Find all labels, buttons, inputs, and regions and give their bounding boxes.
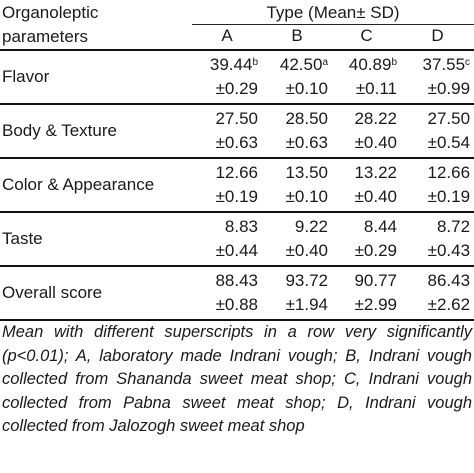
mean-cell: 28.50: [262, 104, 332, 131]
mean-value: 28.50: [285, 109, 328, 128]
row-parameter-label: Taste: [0, 212, 192, 267]
row-parameter-label: Color & Appearance: [0, 158, 192, 213]
mean-value: 88.43: [215, 271, 258, 290]
mean-value: 8.44: [363, 217, 397, 236]
mean-value: 93.72: [285, 271, 328, 290]
mean-cell: 27.50: [192, 104, 262, 131]
mean-cell: 42.50a: [262, 50, 332, 77]
table-row-sd: ±0.88 ±1.94 ±2.99 ±2.62: [0, 293, 474, 321]
sd-value: ±0.10: [262, 185, 332, 213]
table-figure: Organoleptic Type (Mean± SD) parameters …: [0, 0, 474, 435]
mean-cell: 13.22: [332, 158, 401, 185]
row-parameter-label: Flavor: [0, 50, 192, 105]
mean-cell: 8.83: [192, 212, 262, 239]
significance-superscript: c: [465, 57, 471, 68]
table-row-sd: ±0.29 ±0.10 ±0.11 ±0.99: [0, 77, 474, 105]
parameter-header-line1: Organoleptic: [2, 2, 99, 22]
mean-cell: 8.44: [332, 212, 401, 239]
table-footnote: Mean with different superscripts in a ro…: [2, 323, 472, 435]
table-row-sd: ±0.44 ±0.40 ±0.29 ±0.43: [0, 239, 474, 267]
mean-value: 90.77: [354, 271, 397, 290]
mean-cell: 12.66: [401, 158, 474, 185]
sd-value: ±2.99: [332, 293, 401, 321]
mean-value: 12.66: [427, 163, 471, 182]
sd-value: ±0.40: [262, 239, 332, 267]
sd-value: ±0.99: [401, 77, 474, 105]
row-parameter-label: Overall score: [0, 266, 192, 321]
table-row: Body & Texture 27.50 28.50 28.22 27.50: [0, 104, 474, 159]
sd-value: ±0.63: [262, 131, 332, 159]
significance-superscript: a: [322, 57, 328, 68]
mean-cell: 27.50: [401, 104, 474, 131]
mean-value: 13.50: [285, 163, 328, 182]
sd-value: ±0.10: [262, 77, 332, 105]
table-row-sd: ±0.63 ±0.63 ±0.40 ±0.54: [0, 131, 474, 159]
mean-value: 28.22: [354, 109, 397, 128]
significance-superscript: b: [391, 57, 397, 68]
mean-value: 27.50: [215, 109, 258, 128]
header-row-1: Organoleptic Type (Mean± SD): [0, 0, 474, 25]
sd-value: ±0.40: [332, 131, 401, 159]
column-header-a: A: [192, 24, 262, 51]
sd-value: ±0.88: [192, 293, 262, 321]
mean-value: 39.44: [209, 55, 253, 74]
mean-value: 37.55: [422, 55, 466, 74]
significance-superscript: b: [252, 57, 258, 68]
table-row: Taste 8.83 9.22 8.44 8.72: [0, 212, 474, 267]
mean-value: 42.50: [279, 55, 323, 74]
mean-value: 12.66: [215, 163, 258, 182]
mean-value: 13.22: [354, 163, 397, 182]
mean-value: 8.83: [224, 217, 258, 236]
column-header-b: B: [262, 24, 332, 51]
mean-value: 8.72: [436, 217, 471, 236]
mean-cell: 86.43: [401, 266, 474, 293]
mean-cell: 28.22: [332, 104, 401, 131]
sd-value: ±0.11: [332, 77, 401, 105]
sd-value: ±0.40: [332, 185, 401, 213]
sd-value: ±0.54: [401, 131, 474, 159]
mean-cell: 13.50: [262, 158, 332, 185]
column-header-c: C: [332, 24, 401, 51]
mean-value: 27.50: [427, 109, 471, 128]
sd-value: ±0.19: [401, 185, 474, 213]
mean-value: 86.43: [427, 271, 471, 290]
sd-value: ±0.29: [332, 239, 401, 267]
mean-cell: 39.44b: [192, 50, 262, 77]
mean-cell: 9.22: [262, 212, 332, 239]
mean-cell: 93.72: [262, 266, 332, 293]
table-row: Overall score 88.43 93.72 90.77 86.43: [0, 266, 474, 321]
mean-value: 9.22: [294, 217, 328, 236]
row-parameter-label: Body & Texture: [0, 104, 192, 159]
type-header: Type (Mean± SD): [192, 0, 474, 25]
table-row: Color & Appearance 12.66 13.50 13.22 12.66: [0, 158, 474, 213]
table-row: Flavor 39.44b 42.50a 40.89b 37.55c: [0, 50, 474, 105]
mean-cell: 37.55c: [401, 50, 474, 77]
sd-value: ±0.29: [192, 77, 262, 105]
sd-value: ±1.94: [262, 293, 332, 321]
header-row-2: parameters A B C D: [0, 24, 474, 51]
sd-value: ±0.63: [192, 131, 262, 159]
mean-cell: 88.43: [192, 266, 262, 293]
table-row-sd: ±0.19 ±0.10 ±0.40 ±0.19: [0, 185, 474, 213]
parameter-header-line2: parameters: [0, 24, 192, 51]
mean-cell: 90.77: [332, 266, 401, 293]
organoleptic-table: Organoleptic Type (Mean± SD) parameters …: [0, 0, 474, 321]
mean-cell: 12.66: [192, 158, 262, 185]
mean-value: 40.89: [348, 55, 392, 74]
sd-value: ±0.19: [192, 185, 262, 213]
sd-value: ±2.62: [401, 293, 474, 321]
sd-value: ±0.43: [401, 239, 474, 267]
mean-cell: 40.89b: [332, 50, 401, 77]
sd-value: ±0.44: [192, 239, 262, 267]
column-header-d: D: [401, 24, 474, 51]
mean-cell: 8.72: [401, 212, 474, 239]
